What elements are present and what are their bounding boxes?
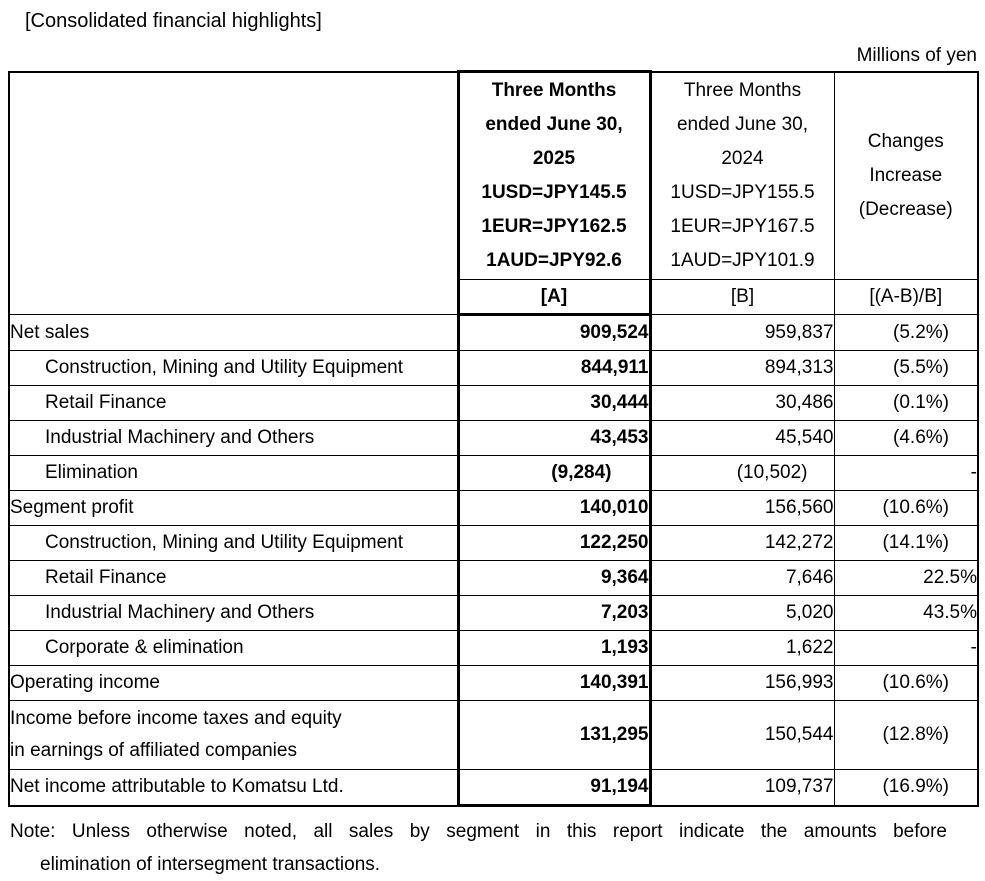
- table-row: Construction, Mining and Utility Equipme…: [8, 525, 979, 561]
- row-label: Retail Finance: [8, 560, 459, 596]
- financial-highlights-table: Three Months ended June 30, 2025 1USD=JPY14…: [8, 70, 979, 807]
- table-row: Industrial Machinery and Others 7,203 5,…: [8, 595, 979, 631]
- value-change: (10.6%): [833, 490, 979, 526]
- table-row: Segment profit 140,010 156,560 (10.6%): [8, 490, 979, 526]
- table-body: Net sales 909,524 959,837 (5.2%) Constru…: [8, 314, 979, 807]
- value-prior-period: 142,272: [649, 525, 835, 561]
- value-current-period: 91,194: [456, 769, 652, 807]
- footnote-line1: Note: Unless otherwise noted, all sales …: [10, 821, 947, 842]
- value-prior-period: 156,560: [649, 490, 835, 526]
- value-prior-period: (10,502): [649, 455, 835, 491]
- table-row: Operating income 140,391 156,993 (10.6%): [8, 665, 979, 701]
- table-row: Income before income taxes and equity in …: [8, 700, 979, 770]
- value-current-period: 30,444: [456, 385, 652, 421]
- table-header-row: Three Months ended June 30, 2025 1USD=JPY14…: [8, 70, 979, 315]
- row-label: Income before income taxes and equity in …: [8, 700, 459, 770]
- value-current-period: 1,193: [456, 630, 652, 666]
- row-label: Industrial Machinery and Others: [8, 420, 459, 456]
- header-changes-lines: Changes Increase (Decrease): [858, 130, 953, 220]
- value-change: (5.2%): [833, 314, 979, 351]
- row-label: Industrial Machinery and Others: [8, 595, 459, 631]
- value-prior-period: 7,646: [649, 560, 835, 596]
- row-label: Segment profit: [8, 490, 459, 526]
- row-label: Construction, Mining and Utility Equipme…: [8, 525, 459, 561]
- subheader-b-tag: [B]: [649, 279, 835, 315]
- value-prior-period: 1,622: [649, 630, 835, 666]
- value-prior-period: 959,837: [649, 314, 835, 351]
- value-current-period: (9,284): [456, 455, 652, 491]
- row-label: Retail Finance: [8, 385, 459, 421]
- value-current-period: 9,364: [456, 560, 652, 596]
- value-change: 22.5%: [833, 560, 979, 596]
- subheader-c-tag: [(A-B)/B]: [833, 279, 979, 315]
- value-change: -: [833, 630, 979, 666]
- header-label-spacer: [8, 71, 459, 315]
- value-change: (5.5%): [833, 350, 979, 386]
- value-prior-period: 156,993: [649, 665, 835, 701]
- value-prior-period: 5,020: [649, 595, 835, 631]
- value-prior-period: 894,313: [649, 350, 835, 386]
- value-current-period: 844,911: [456, 350, 652, 386]
- table-row: Elimination (9,284) (10,502) -: [8, 455, 979, 491]
- header-period-prior: Three Months ended June 30, 2024 1USD=JPY15…: [649, 71, 835, 280]
- header-period-current: Three Months ended June 30, 2025 1USD=JPY14…: [456, 70, 652, 280]
- value-change: (14.1%): [833, 525, 979, 561]
- value-prior-period: 45,540: [649, 420, 835, 456]
- row-label: Net sales: [8, 314, 459, 351]
- footnote-line2: elimination of intersegment transactions…: [40, 854, 381, 875]
- footnote: Note: Unless otherwise noted, all sales …: [10, 815, 947, 881]
- header-changes: Changes Increase (Decrease): [833, 71, 979, 280]
- table-subheader-row: [A] [B] [(A-B)/B]: [9, 279, 979, 316]
- table-row: Industrial Machinery and Others 43,453 4…: [8, 420, 979, 456]
- value-current-period: 909,524: [456, 314, 652, 351]
- value-current-period: 140,391: [456, 665, 652, 701]
- header-period-prior-lines: Three Months ended June 30, 2024 1USD=JPY15…: [670, 79, 815, 271]
- page-title: [Consolidated financial highlights]: [25, 10, 322, 32]
- value-change: (16.9%): [833, 769, 979, 806]
- table-row: Net income attributable to Komatsu Ltd. …: [8, 769, 979, 807]
- row-label: Elimination: [8, 455, 459, 491]
- value-prior-period: 150,544: [649, 700, 835, 770]
- value-current-period: 140,010: [456, 490, 652, 526]
- value-current-period: 131,295: [456, 700, 652, 770]
- row-label: Corporate & elimination: [8, 630, 459, 666]
- value-prior-period: 30,486: [649, 385, 835, 421]
- row-label: Construction, Mining and Utility Equipme…: [8, 350, 459, 386]
- value-current-period: 122,250: [456, 525, 652, 561]
- value-change: (12.8%): [833, 700, 979, 770]
- value-current-period: 43,453: [456, 420, 652, 456]
- value-change: (4.6%): [833, 420, 979, 456]
- value-change: (0.1%): [833, 385, 979, 421]
- value-change: 43.5%: [833, 595, 979, 631]
- table-row: Construction, Mining and Utility Equipme…: [8, 350, 979, 386]
- subheader-a-tag: [A]: [456, 279, 652, 316]
- row-label: Net income attributable to Komatsu Ltd.: [8, 769, 459, 806]
- unit-label: Millions of yen: [856, 45, 977, 66]
- table-row: Retail Finance 30,444 30,486 (0.1%): [8, 385, 979, 421]
- row-label: Operating income: [8, 665, 459, 701]
- value-current-period: 7,203: [456, 595, 652, 631]
- table-row: Net sales 909,524 959,837 (5.2%): [8, 314, 979, 351]
- value-change: -: [833, 455, 979, 491]
- header-period-current-lines: Three Months ended June 30, 2025 1USD=JPY14…: [481, 80, 627, 271]
- value-change: (10.6%): [833, 665, 979, 701]
- table-row: Corporate & elimination 1,193 1,622 -: [8, 630, 979, 666]
- value-prior-period: 109,737: [649, 769, 835, 806]
- table-row: Retail Finance 9,364 7,646 22.5%: [8, 560, 979, 596]
